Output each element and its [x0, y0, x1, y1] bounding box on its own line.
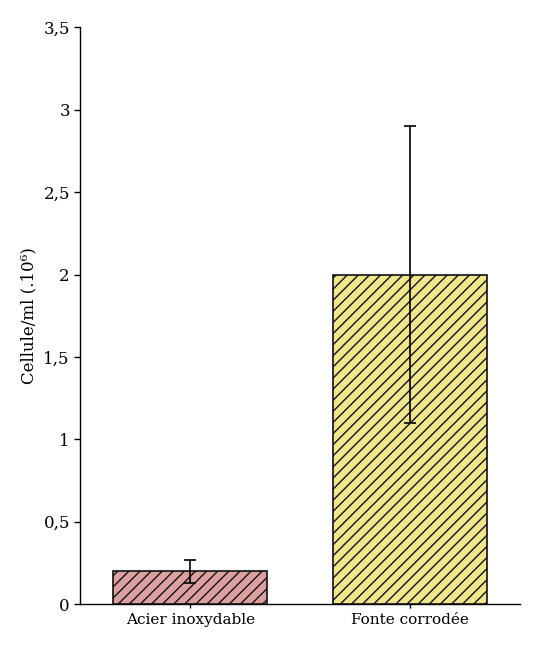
Bar	[333, 275, 487, 604]
Y-axis label: Cellule/ml (.10⁶): Cellule/ml (.10⁶)	[21, 248, 38, 384]
Bar	[113, 571, 267, 604]
